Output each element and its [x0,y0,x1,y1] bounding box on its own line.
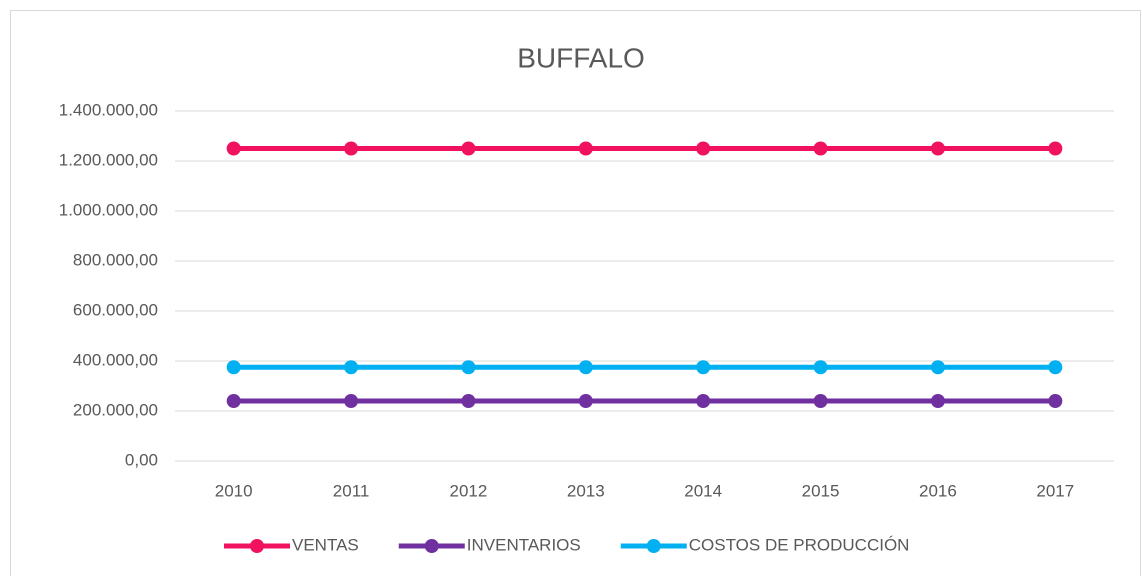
data-point [578,394,593,408]
data-point [578,141,593,156]
legend-label: VENTAS [292,535,359,554]
legend-label: INVENTARIOS [467,535,581,554]
data-point [813,141,828,156]
x-tick-label: 2016 [919,481,957,500]
data-point [930,394,945,408]
data-point [344,141,359,156]
data-point [461,394,476,408]
data-point [226,141,241,156]
y-tick-label: 0,00 [125,450,158,469]
x-tick-label: 2017 [1036,481,1074,500]
x-tick-label: 2015 [802,481,840,500]
data-point [696,394,711,408]
legend-marker [424,539,439,553]
x-tick-label: 2010 [215,481,253,500]
data-point [930,141,945,156]
y-tick-label: 800.000,00 [73,250,158,269]
data-point [696,141,711,156]
x-tick-label: 2013 [567,481,605,500]
y-tick-label: 200.000,00 [73,400,158,419]
y-tick-label: 400.000,00 [73,350,158,369]
x-tick-label: 2011 [333,481,370,500]
data-point [696,360,711,375]
chart-title: BUFFALO [517,42,645,73]
data-point [813,360,828,375]
data-point [226,394,241,408]
x-tick-label: 2014 [684,481,722,500]
data-point [813,394,828,408]
chart-frame [10,10,1141,576]
y-tick-label: 600.000,00 [73,300,158,319]
legend-label: COSTOS DE PRODUCCIÓN [689,535,910,554]
data-point [344,394,359,408]
data-point [1048,394,1063,408]
data-point [1048,141,1063,156]
y-tick-label: 1.200.000,00 [59,150,158,169]
y-tick-label: 1.000.000,00 [59,200,158,219]
legend-marker [250,539,264,553]
data-point [1048,360,1063,375]
data-point [578,360,593,375]
data-point [930,360,945,375]
legend-marker [646,539,661,553]
data-point [461,360,476,375]
y-tick-label: 1.400.000,00 [59,100,158,119]
data-point [344,360,359,375]
data-point [461,141,476,156]
x-tick-label: 2012 [450,481,488,500]
data-point [226,360,241,375]
